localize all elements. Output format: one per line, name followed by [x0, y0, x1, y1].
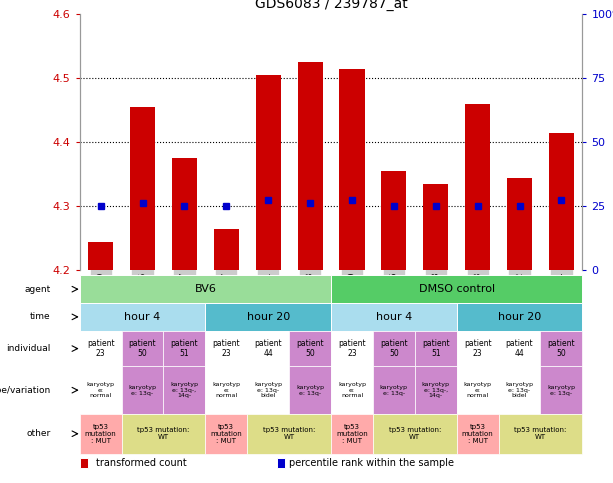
Bar — [465, 104, 490, 270]
Text: patient
23: patient 23 — [87, 339, 115, 358]
Bar — [457, 303, 582, 331]
Bar — [457, 331, 498, 367]
Bar — [457, 414, 498, 454]
Bar — [331, 367, 373, 414]
Bar — [80, 275, 331, 303]
Bar — [541, 367, 582, 414]
Bar — [331, 414, 373, 454]
Bar — [256, 75, 281, 270]
Bar — [80, 367, 121, 414]
Bar — [80, 458, 88, 469]
Bar — [172, 158, 197, 270]
Bar — [507, 178, 532, 270]
Bar — [541, 331, 582, 367]
Text: tp53 mutation:
WT: tp53 mutation: WT — [389, 427, 441, 440]
Text: karyotyp
e: 13q-,
14q-: karyotyp e: 13q-, 14q- — [170, 382, 199, 398]
Text: karyotyp
e: 13q-,
14q-: karyotyp e: 13q-, 14q- — [422, 382, 450, 398]
Text: karyotyp
e: 13q-: karyotyp e: 13q- — [129, 385, 156, 396]
Text: patient
44: patient 44 — [506, 339, 533, 358]
Text: DMSO control: DMSO control — [419, 284, 495, 294]
Bar — [381, 171, 406, 270]
Text: patient
51: patient 51 — [170, 339, 198, 358]
Text: karyotyp
e: 13q-: karyotyp e: 13q- — [547, 385, 576, 396]
Bar — [289, 331, 331, 367]
Bar — [205, 331, 247, 367]
Text: genotype/variation: genotype/variation — [0, 385, 50, 395]
Bar — [423, 184, 448, 270]
Text: karyotyp
e: 13q-: karyotyp e: 13q- — [296, 385, 324, 396]
Text: hour 4: hour 4 — [124, 312, 161, 322]
Title: GDS6083 / 239787_at: GDS6083 / 239787_at — [254, 0, 408, 11]
Text: tp53 mutation:
WT: tp53 mutation: WT — [263, 427, 315, 440]
Bar — [205, 414, 247, 454]
Text: patient
51: patient 51 — [422, 339, 449, 358]
Bar — [205, 303, 331, 331]
Bar — [331, 331, 373, 367]
Bar — [247, 331, 289, 367]
Bar — [297, 62, 322, 270]
Bar — [88, 242, 113, 270]
Text: patient
23: patient 23 — [213, 339, 240, 358]
Bar — [121, 414, 205, 454]
Text: karyotyp
e:
normal: karyotyp e: normal — [86, 382, 115, 398]
Bar — [80, 414, 121, 454]
Text: tp53
mutation
: MUT: tp53 mutation : MUT — [210, 424, 242, 444]
Bar — [276, 458, 285, 469]
Text: tp53
mutation
: MUT: tp53 mutation : MUT — [85, 424, 116, 444]
Text: patient
23: patient 23 — [338, 339, 366, 358]
Text: hour 20: hour 20 — [246, 312, 290, 322]
Bar — [373, 331, 415, 367]
Bar — [164, 367, 205, 414]
Text: other: other — [26, 429, 50, 438]
Bar — [498, 367, 541, 414]
Bar — [331, 303, 457, 331]
Text: karyotyp
e:
normal: karyotyp e: normal — [338, 382, 366, 398]
Text: karyotyp
e: 13q-
bidel: karyotyp e: 13q- bidel — [254, 382, 282, 398]
Bar — [498, 414, 582, 454]
Text: tp53
mutation
: MUT: tp53 mutation : MUT — [462, 424, 493, 444]
Text: individual: individual — [6, 344, 50, 353]
Text: percentile rank within the sample: percentile rank within the sample — [289, 458, 454, 469]
Bar — [498, 331, 541, 367]
Text: time: time — [30, 313, 50, 321]
Text: patient
50: patient 50 — [380, 339, 408, 358]
Bar — [247, 367, 289, 414]
Bar — [340, 69, 365, 270]
Bar — [549, 133, 574, 270]
Text: karyotyp
e: 13q-
bidel: karyotyp e: 13q- bidel — [506, 382, 533, 398]
Text: patient
50: patient 50 — [547, 339, 575, 358]
Text: hour 4: hour 4 — [376, 312, 412, 322]
Bar — [373, 414, 457, 454]
Text: patient
23: patient 23 — [464, 339, 492, 358]
Bar — [373, 367, 415, 414]
Text: patient
50: patient 50 — [296, 339, 324, 358]
Text: transformed count: transformed count — [96, 458, 187, 469]
Text: patient
44: patient 44 — [254, 339, 282, 358]
Text: hour 20: hour 20 — [498, 312, 541, 322]
Bar — [457, 367, 498, 414]
Text: patient
50: patient 50 — [129, 339, 156, 358]
Text: agent: agent — [24, 284, 50, 294]
Bar — [214, 229, 239, 270]
Text: tp53 mutation:
WT: tp53 mutation: WT — [137, 427, 189, 440]
Bar — [415, 367, 457, 414]
Bar — [121, 331, 164, 367]
Bar — [205, 367, 247, 414]
Bar — [80, 303, 205, 331]
Text: karyotyp
e:
normal: karyotyp e: normal — [212, 382, 240, 398]
Text: karyotyp
e:
normal: karyotyp e: normal — [463, 382, 492, 398]
Text: karyotyp
e: 13q-: karyotyp e: 13q- — [380, 385, 408, 396]
Bar — [164, 331, 205, 367]
Text: tp53 mutation:
WT: tp53 mutation: WT — [514, 427, 566, 440]
Bar — [331, 275, 582, 303]
Bar — [80, 331, 121, 367]
Bar — [247, 414, 331, 454]
Bar — [121, 367, 164, 414]
Bar — [130, 107, 155, 270]
Text: tp53
mutation
: MUT: tp53 mutation : MUT — [336, 424, 368, 444]
Bar — [289, 367, 331, 414]
Bar — [415, 331, 457, 367]
Text: BV6: BV6 — [194, 284, 216, 294]
